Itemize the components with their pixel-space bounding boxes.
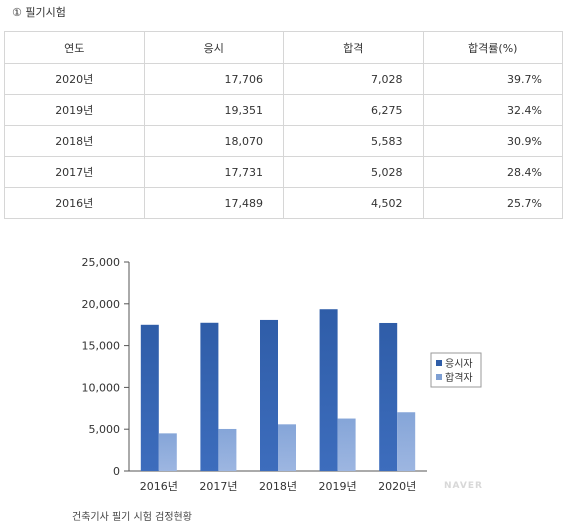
y-tick-label: 0 [113, 465, 120, 478]
bar-passed [278, 424, 296, 471]
table-cell-passed: 4,502 [283, 187, 424, 219]
column-header-pass-rate: 합격률(%) [422, 31, 563, 64]
table-cell-applicants: 19,351 [143, 94, 284, 126]
table-cell-year: 2016년 [4, 187, 145, 219]
table-cell-year: 2020년 [4, 63, 145, 95]
x-tick-label: 2018년 [259, 480, 297, 493]
legend-label: 응시자 [445, 358, 473, 370]
x-tick-label: 2020년 [378, 480, 416, 493]
bar-passed [158, 433, 177, 471]
column-header-passed: 합격 [283, 31, 424, 64]
bar-applicants [260, 319, 278, 471]
table-cell-year: 2019년 [4, 94, 145, 126]
chart-caption: 건축기사 필기 시험 검정현황 [72, 512, 192, 523]
bar-applicants [319, 309, 338, 471]
table-cell-pass-rate: 28.4% [422, 156, 563, 188]
legend-label: 합격자 [445, 371, 473, 384]
table-cell-pass-rate: 32.4% [422, 94, 563, 126]
bar-passed [337, 418, 356, 471]
table-row: 2017년 17,731 5,028 28.4% [4, 156, 563, 188]
bar-chart-svg: 0 5,000 10,000 15,000 20,000 25,000 2016년 2017… [82, 256, 482, 493]
table-cell-applicants: 17,489 [143, 187, 284, 219]
table-cell-passed: 5,583 [283, 125, 424, 157]
table-row: 2020년 17,706 7,028 39.7% [4, 63, 563, 95]
x-tick-label: 2017년 [199, 480, 237, 493]
table-row: 2018년 18,070 5,583 30.9% [4, 125, 563, 157]
legend-swatch [436, 360, 442, 366]
table-cell-year: 2017년 [4, 156, 145, 188]
x-axis: 2016년 2017년 2018년 2019년 2020년 [129, 470, 427, 493]
table-cell-pass-rate: 25.7% [422, 187, 563, 219]
x-tick-label: 2019년 [319, 480, 357, 493]
x-tick-label: 2016년 [140, 480, 178, 493]
table-row: 2016년 17,489 4,502 25.7% [4, 187, 563, 219]
table-cell-passed: 5,028 [283, 156, 424, 188]
column-header-applicants: 응시 [143, 31, 284, 64]
column-header-year: 연도 [4, 31, 145, 64]
y-axis: 0 5,000 10,000 15,000 20,000 25,000 [82, 256, 130, 478]
table-cell-year: 2018년 [4, 125, 145, 157]
section-title: ① 필기시험 [12, 6, 66, 19]
table-cell-pass-rate: 30.9% [422, 125, 563, 157]
y-tick-label: 15,000 [82, 340, 121, 353]
bar-passed [397, 412, 416, 471]
y-tick-label: 20,000 [82, 298, 121, 311]
bars [140, 309, 416, 471]
naver-watermark: NAVER [444, 481, 483, 491]
table-cell-applicants: 17,706 [143, 63, 284, 95]
legend-box [430, 352, 482, 388]
bar-chart: 0 5,000 10,000 15,000 20,000 25,000 2016년 2017… [60, 250, 500, 500]
bar-applicants [140, 324, 159, 471]
table-cell-pass-rate: 39.7% [422, 63, 563, 95]
bar-applicants [379, 322, 398, 471]
table-cell-applicants: 18,070 [143, 125, 284, 157]
table-row: 2019년 19,351 6,275 32.4% [4, 94, 563, 126]
legend-swatch [436, 374, 442, 380]
table-header-row: 연도 응시 합격 합격률(%) [4, 31, 563, 64]
bar-applicants [200, 322, 219, 471]
table-cell-passed: 6,275 [283, 94, 424, 126]
y-tick-label: 25,000 [82, 256, 121, 269]
table-cell-passed: 7,028 [283, 63, 424, 95]
table-cell-applicants: 17,731 [143, 156, 284, 188]
exam-stats-table: 연도 응시 합격 합격률(%) 2020년 17,706 7,028 39.7%… [4, 31, 563, 219]
y-tick-label: 10,000 [82, 381, 121, 394]
bar-passed [218, 428, 237, 471]
y-tick-label: 5,000 [89, 423, 121, 436]
